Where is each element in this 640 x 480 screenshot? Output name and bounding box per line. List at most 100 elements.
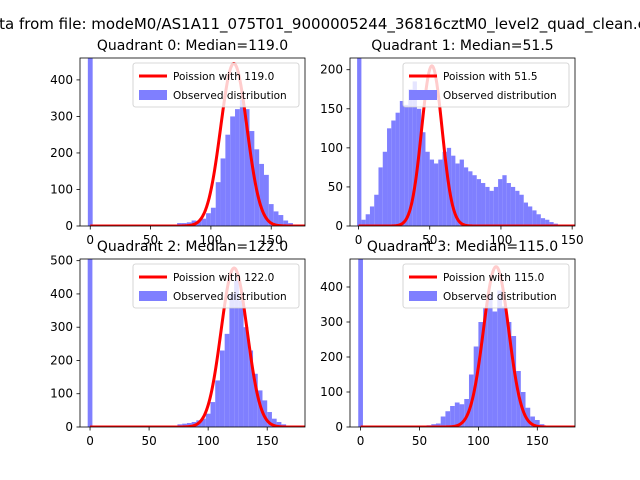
histogram-bar — [243, 327, 249, 427]
histogram-bar — [459, 159, 464, 226]
x-tick-label: 100 — [197, 434, 220, 448]
histogram-bar — [201, 418, 206, 427]
histogram-bar — [445, 411, 451, 427]
subplot-title: Quadrant 0: Median=119.0 — [97, 38, 288, 54]
y-tick-label: 200 — [50, 353, 73, 367]
histogram-bar — [382, 151, 388, 226]
legend-observed-swatch — [139, 90, 167, 100]
y-tick-label: 400 — [50, 287, 73, 301]
x-tick-label: 150 — [260, 233, 283, 247]
y-tick-label: 400 — [50, 73, 73, 87]
histogram-bar — [262, 400, 268, 427]
legend: Poission with 115.0 Observed distribution — [402, 263, 570, 309]
histogram-bar — [239, 100, 245, 226]
histogram-bar — [235, 109, 240, 226]
y-tick-label: 0 — [335, 219, 343, 233]
histogram-bar — [472, 175, 477, 226]
histogram-bar — [215, 380, 220, 427]
plot-area — [358, 259, 575, 427]
legend-frame — [402, 62, 570, 108]
legend: Poission with 122.0 Observed distribution — [132, 263, 300, 309]
histogram-bar — [219, 350, 225, 427]
histogram-bar — [525, 407, 531, 427]
poisson-curve — [89, 266, 305, 427]
legend-frame — [132, 62, 300, 108]
histogram-bar — [361, 219, 366, 226]
legend-poisson-label: Poission with 122.0 — [173, 272, 274, 284]
histogram-bar — [395, 112, 400, 226]
histogram-bar — [249, 131, 255, 226]
histogram-bar — [225, 134, 231, 226]
histogram-bar — [378, 167, 383, 226]
histogram-bar — [506, 183, 511, 226]
histogram-bar — [387, 128, 392, 226]
y-tick-label: 50 — [328, 180, 343, 194]
histogram-bar — [391, 120, 396, 226]
histogram-bar — [186, 423, 192, 427]
x-tick-label: 50 — [141, 434, 156, 448]
axes-frame — [349, 258, 576, 428]
legend-observed-label: Observed distribution — [173, 90, 287, 102]
histogram-bar — [404, 104, 409, 226]
histogram-bar — [501, 306, 507, 427]
quadrant-2-chart: 0 50 100 150 0 100 200 300 400 500 Quadrant 2: Med… — [50, 239, 306, 448]
histogram-bar — [481, 183, 486, 226]
histogram-bar — [248, 350, 254, 427]
histogram-bar — [440, 416, 446, 427]
y-tick-label: 200 — [320, 350, 343, 364]
histogram-bar — [268, 204, 274, 226]
histogram-bar — [459, 404, 465, 427]
x-tick-label: 0 — [86, 233, 94, 247]
histogram-bar — [271, 418, 277, 427]
histogram-bar — [510, 186, 516, 226]
histogram-bar — [483, 308, 488, 427]
legend-observed-label: Observed distribution — [443, 90, 557, 102]
histogram-bar — [210, 207, 216, 226]
histogram-bar — [263, 174, 269, 226]
histogram-bar — [434, 163, 439, 226]
y-tick-label: 100 — [320, 141, 343, 155]
histogram-bar — [238, 300, 244, 427]
histogram-bar — [489, 190, 494, 226]
x-tick-label: 150 — [526, 434, 549, 448]
legend-observed-swatch — [409, 90, 437, 100]
histogram-bar — [515, 190, 520, 226]
histogram-bar — [421, 132, 426, 226]
histogram-bar — [278, 215, 284, 226]
histogram-bar — [435, 423, 441, 427]
x-tick-label: 0 — [357, 434, 365, 448]
histogram-bar — [87, 259, 93, 427]
histogram-bar — [545, 219, 550, 226]
x-tick-label: 100 — [199, 233, 222, 247]
legend-observed-label: Observed distribution — [173, 291, 287, 303]
histogram-bar — [468, 171, 473, 226]
histogram-bar — [374, 194, 379, 226]
legend-frame — [132, 263, 300, 309]
histogram-bar — [210, 402, 216, 427]
histogram-bar — [230, 116, 236, 226]
histogram-bar — [201, 218, 207, 226]
legend-poisson-label: Poission with 115.0 — [443, 272, 544, 284]
axes-frame — [349, 57, 576, 227]
histogram-bar — [206, 213, 211, 226]
axes-frame — [79, 258, 306, 428]
x-tick-label: 0 — [86, 434, 94, 448]
histogram-bar — [416, 108, 422, 226]
y-tick-label: 0 — [335, 420, 343, 434]
histogram-bar — [497, 290, 502, 427]
histogram-bar — [478, 322, 484, 427]
histogram-bar — [532, 210, 537, 226]
y-tick-label: 200 — [320, 63, 343, 77]
histogram-bar — [442, 151, 447, 226]
histogram-bar — [534, 420, 540, 427]
y-tick-label: 100 — [320, 385, 343, 399]
histogram-bar — [511, 336, 517, 427]
histogram-bar — [87, 58, 93, 226]
legend-observed-label: Observed distribution — [443, 291, 557, 303]
y-tick-label: 300 — [50, 109, 73, 123]
histogram-bar — [450, 406, 455, 427]
histogram-bar — [487, 294, 493, 427]
subplot-title: Quadrant 1: Median=51.5 — [371, 38, 553, 54]
y-tick-label: 400 — [320, 280, 343, 294]
